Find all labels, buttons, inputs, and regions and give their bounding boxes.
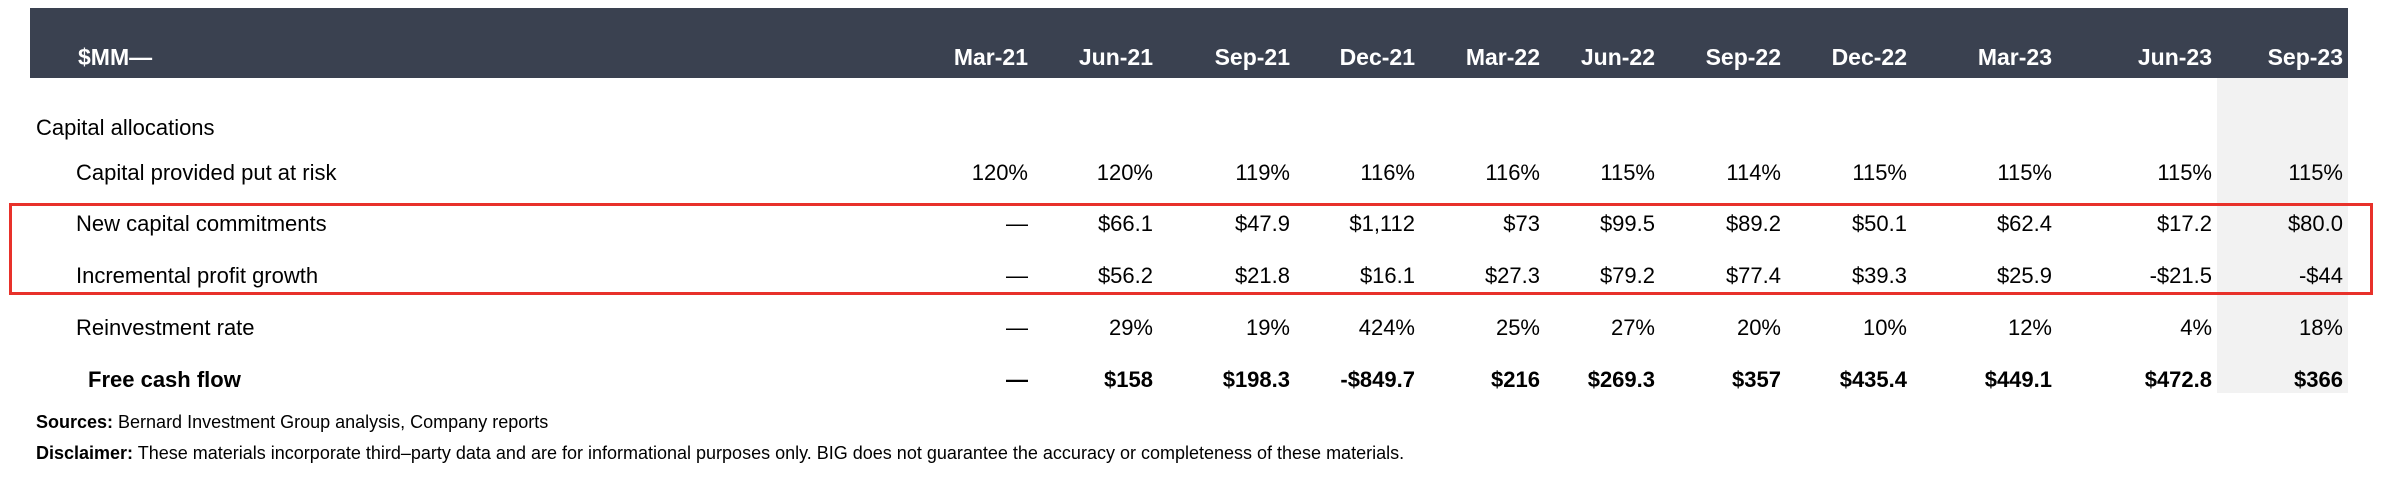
table-cell: $17.2: [2156, 211, 2212, 236]
table-cell: 116%: [1360, 160, 1415, 185]
highlight-box: [9, 203, 2373, 295]
table-header: [30, 8, 2348, 78]
column-header: Dec-22: [1831, 44, 1907, 70]
table-cell: 29%: [1108, 315, 1153, 340]
disclaimer-label: Disclaimer:: [36, 443, 134, 463]
table-cell: $21.8: [1234, 263, 1290, 288]
table-cell: 115%: [2288, 160, 2343, 185]
table-cell: 120%: [1096, 160, 1153, 185]
table-cell: $50.1: [1851, 211, 1907, 236]
table-cell: —: [1006, 211, 1028, 236]
table-cell: 4%: [2180, 315, 2212, 340]
sources-text: Bernard Investment Group analysis, Compa…: [113, 412, 549, 432]
table-cell: $16.1: [1359, 263, 1415, 288]
table-cell: $357: [1732, 367, 1781, 392]
table-cell: -$44: [2298, 263, 2343, 288]
table-cell: 115%: [1997, 160, 2052, 185]
table-cell: 115%: [1852, 160, 1907, 185]
column-header: Sep-23: [2267, 44, 2343, 70]
table-cell: —: [1006, 263, 1028, 288]
table-cell: $39.3: [1851, 263, 1907, 288]
table-cell: 27%: [1610, 315, 1655, 340]
table-cell: $56.2: [1097, 263, 1153, 288]
row-label: Free cash flow: [88, 367, 241, 392]
table-cell: $472.8: [2144, 367, 2212, 392]
row-label: Incremental profit growth: [76, 263, 319, 288]
table-cell: —: [1006, 367, 1028, 392]
table-cell: 424%: [1358, 315, 1415, 340]
table-cell: 10%: [1862, 315, 1907, 340]
table-cell: $62.4: [1996, 211, 2052, 236]
column-header: Sep-22: [1705, 44, 1781, 70]
table-cell: $216: [1491, 367, 1540, 392]
table-cell: $366: [2294, 367, 2343, 392]
table-cell: -$849.7: [1340, 367, 1415, 392]
sources-note: Sources: Bernard Investment Group analys…: [36, 412, 548, 433]
column-header: Mar-23: [1977, 44, 2052, 70]
table-cell: $198.3: [1222, 367, 1290, 392]
table-cell: $79.2: [1599, 263, 1655, 288]
table-cell: 18%: [2298, 315, 2343, 340]
unit-label: $MM—: [78, 44, 153, 70]
table-cell: $47.9: [1234, 211, 1290, 236]
table-cell: 115%: [1600, 160, 1655, 185]
column-header: Jun-23: [2137, 44, 2212, 70]
table-cell: 114%: [1726, 160, 1781, 185]
table-cell: $449.1: [1984, 367, 2052, 392]
column-header: Dec-21: [1339, 44, 1415, 70]
table-cell: —: [1006, 315, 1028, 340]
table-cell: $66.1: [1097, 211, 1153, 236]
table-cell: $27.3: [1484, 263, 1540, 288]
table-cell: $269.3: [1587, 367, 1655, 392]
table-cell: 12%: [2007, 315, 2052, 340]
table-cell: $77.4: [1725, 263, 1781, 288]
table-cell: $89.2: [1725, 211, 1781, 236]
table-cell: 116%: [1485, 160, 1540, 185]
column-header: Mar-21: [953, 44, 1028, 70]
disclaimer-note: Disclaimer: These materials incorporate …: [36, 443, 1404, 464]
latest-column-shading: [2217, 78, 2348, 393]
table-cell: $80.0: [2287, 211, 2343, 236]
table-cell: 20%: [1736, 315, 1781, 340]
column-header: Jun-22: [1580, 44, 1655, 70]
row-label: Reinvestment rate: [76, 315, 255, 340]
table-cell: 115%: [2157, 160, 2212, 185]
row-label: New capital commitments: [76, 211, 327, 236]
table-cell: $158: [1104, 367, 1153, 392]
table-cell: $25.9: [1996, 263, 2052, 288]
table-cell: 120%: [971, 160, 1028, 185]
table-cell: -$21.5: [2149, 263, 2212, 288]
table-cell: $1,112: [1349, 211, 1415, 236]
column-header: Mar-22: [1465, 44, 1540, 70]
column-header: Jun-21: [1078, 44, 1153, 70]
sources-label: Sources:: [36, 412, 114, 432]
table-cell: 25%: [1495, 315, 1540, 340]
row-label: Capital provided put at risk: [76, 160, 337, 185]
disclaimer-text: These materials incorporate third–party …: [133, 443, 1405, 463]
table-cell: $99.5: [1599, 211, 1655, 236]
column-header: Sep-21: [1214, 44, 1290, 70]
table-cell: 119%: [1235, 160, 1290, 185]
table-cell: $435.4: [1839, 367, 1907, 392]
section-label: Capital allocations: [36, 115, 215, 140]
table-cell: $73: [1503, 211, 1540, 236]
table-cell: 19%: [1245, 315, 1290, 340]
